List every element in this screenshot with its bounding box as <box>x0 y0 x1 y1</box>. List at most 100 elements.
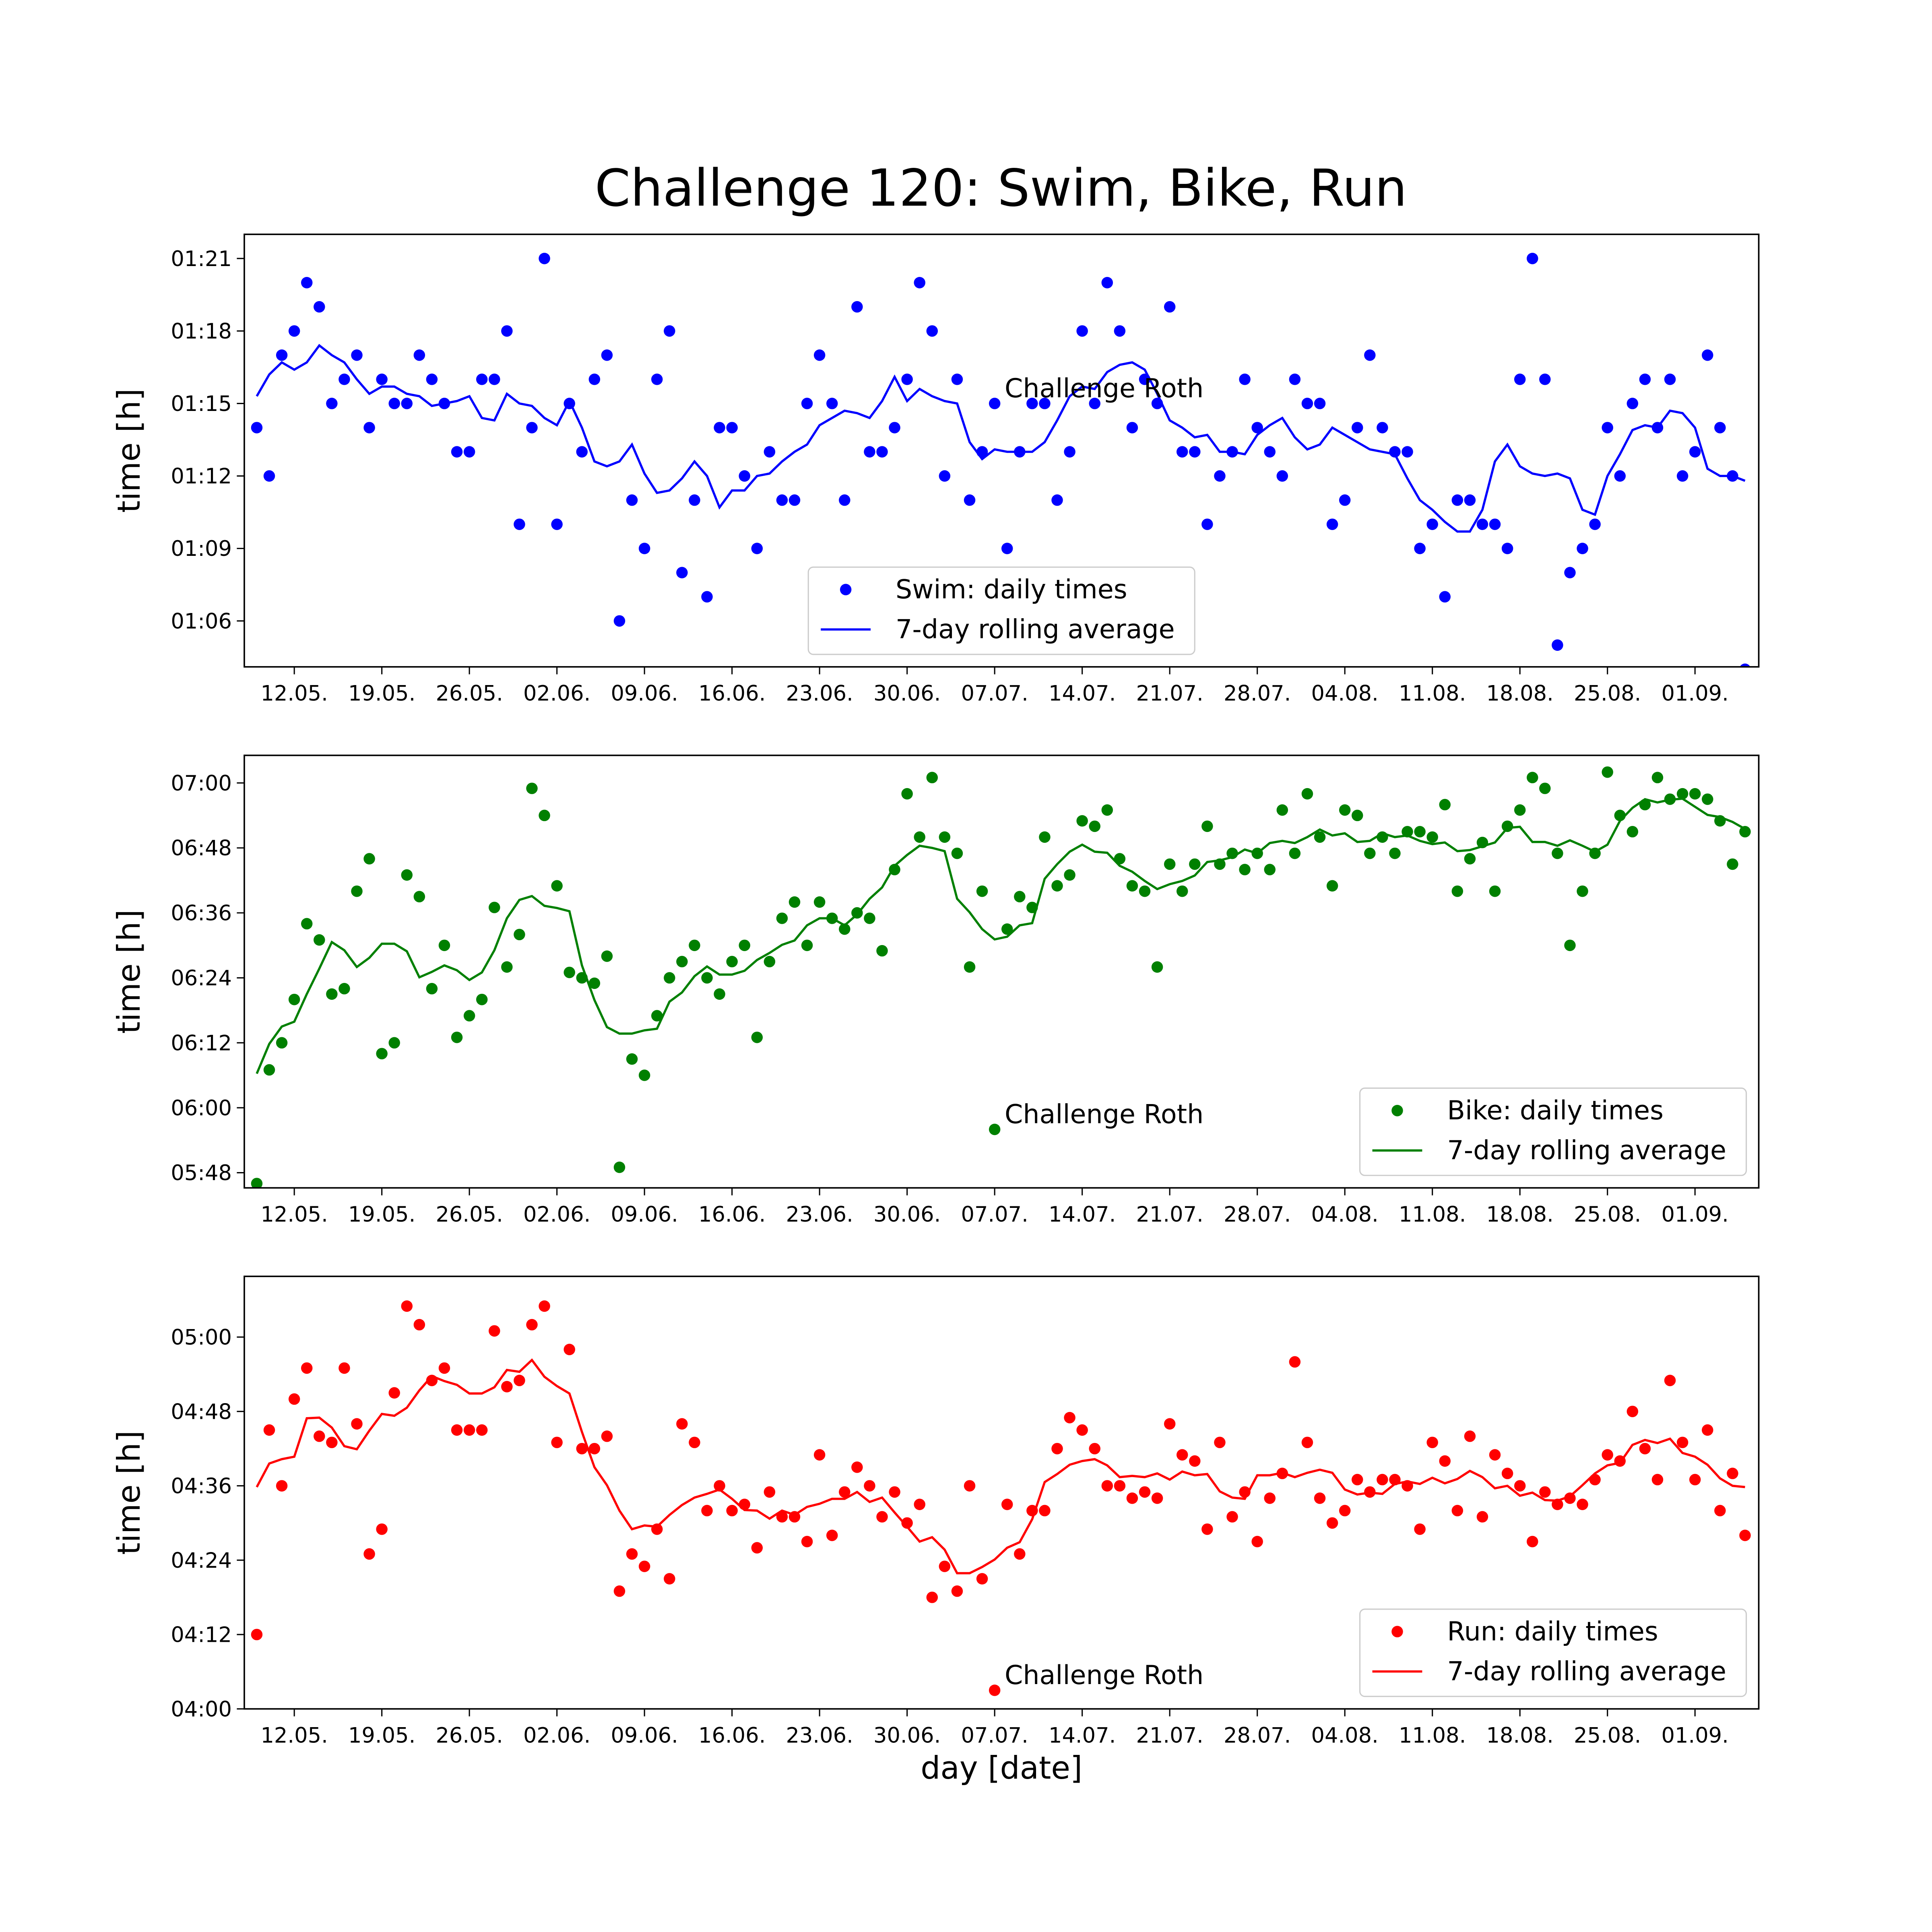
daily-point <box>413 1319 425 1331</box>
daily-point <box>676 1418 688 1430</box>
daily-point <box>826 398 838 409</box>
daily-point <box>401 1300 413 1312</box>
daily-point <box>451 1424 463 1436</box>
daily-point <box>401 398 413 409</box>
daily-point <box>1251 422 1263 433</box>
daily-point <box>1639 1443 1651 1455</box>
daily-point <box>901 1517 913 1529</box>
daily-point <box>463 446 475 458</box>
daily-point <box>1126 880 1138 892</box>
daily-point <box>1177 1449 1188 1461</box>
daily-point <box>1539 374 1551 385</box>
axes-frame <box>244 1276 1760 1710</box>
daily-point <box>864 1480 875 1492</box>
daily-point <box>489 374 500 385</box>
x-tick-label: 25.08. <box>1574 1723 1641 1748</box>
daily-point <box>1314 831 1326 843</box>
daily-point <box>851 1461 863 1473</box>
daily-point <box>901 788 913 800</box>
daily-point <box>1676 788 1688 800</box>
daily-point <box>1602 1449 1613 1461</box>
daily-point <box>1214 470 1226 482</box>
daily-point <box>1489 518 1501 530</box>
daily-point <box>1364 847 1376 859</box>
daily-point <box>314 934 325 946</box>
figure-title: Challenge 120: Swim, Bike, Run <box>595 158 1407 218</box>
daily-point <box>764 1486 776 1498</box>
daily-point <box>1451 1505 1463 1517</box>
daily-point <box>463 1010 475 1022</box>
daily-point <box>1727 1468 1738 1479</box>
rolling-average-line <box>256 1358 1745 1575</box>
plot-area <box>251 252 1750 667</box>
daily-point <box>1564 939 1576 951</box>
daily-point <box>1464 853 1476 865</box>
daily-point <box>1051 1443 1063 1455</box>
daily-point <box>751 543 763 554</box>
daily-point <box>526 782 538 794</box>
annotation: Challenge Roth <box>1005 1660 1203 1690</box>
daily-point <box>788 896 801 908</box>
y-tick-label: 07:00 <box>171 771 232 796</box>
x-tick-label: 23.06. <box>786 1723 853 1748</box>
daily-point <box>1439 1455 1451 1467</box>
x-tick-label: 30.06. <box>873 1723 941 1748</box>
y-tick-label: 04:36 <box>171 1474 232 1499</box>
daily-point <box>714 1480 725 1492</box>
daily-point <box>1451 494 1463 506</box>
daily-point <box>564 966 575 978</box>
daily-point <box>613 615 625 627</box>
daily-point <box>251 422 263 433</box>
daily-point <box>1539 1486 1551 1498</box>
daily-point <box>1101 1480 1113 1492</box>
x-tick-label: 01.09. <box>1662 681 1729 706</box>
legend-label: Run: daily times <box>1447 1616 1658 1647</box>
daily-point <box>626 494 638 506</box>
daily-point <box>1426 518 1438 530</box>
daily-point <box>1639 374 1651 385</box>
daily-point <box>1201 1523 1213 1535</box>
daily-point <box>788 494 801 506</box>
daily-point <box>1527 252 1538 264</box>
daily-point <box>1164 858 1176 870</box>
y-tick-label: 04:24 <box>171 1548 232 1573</box>
daily-point <box>1676 1437 1688 1448</box>
daily-point <box>388 1037 400 1049</box>
x-tick-label: 19.05. <box>348 1723 415 1748</box>
daily-point <box>1264 446 1276 458</box>
daily-point <box>726 422 738 433</box>
daily-point <box>438 939 450 951</box>
daily-point <box>501 961 513 973</box>
x-tick-label: 26.05. <box>436 1723 503 1748</box>
y-tick-label: 04:48 <box>171 1399 232 1424</box>
daily-point <box>1339 494 1351 506</box>
daily-point <box>1301 398 1313 409</box>
daily-point <box>951 847 963 859</box>
daily-point <box>1451 885 1463 897</box>
daily-point <box>1577 1499 1588 1510</box>
daily-point <box>1527 772 1538 784</box>
daily-point <box>701 972 713 984</box>
daily-point <box>1740 663 1750 667</box>
y-tick-label: 01:18 <box>171 319 232 344</box>
daily-point <box>1064 446 1075 458</box>
x-tick-label: 19.05. <box>348 1202 415 1227</box>
daily-point <box>1651 1474 1664 1486</box>
y-tick-label: 01:21 <box>171 247 232 271</box>
legend-box <box>1359 1608 1747 1697</box>
daily-point <box>613 1585 625 1597</box>
y-tick-label: 06:24 <box>171 966 232 991</box>
x-tick-label: 28.07. <box>1224 681 1291 706</box>
daily-point <box>551 1437 563 1448</box>
x-tick-label: 23.06. <box>786 1202 853 1227</box>
daily-point <box>251 1178 263 1188</box>
daily-point <box>889 1486 900 1498</box>
daily-point <box>739 1499 750 1510</box>
daily-point <box>839 1486 850 1498</box>
daily-point <box>1514 804 1526 816</box>
daily-point <box>1426 1437 1438 1448</box>
daily-point <box>1139 1486 1151 1498</box>
daily-point <box>551 880 563 892</box>
daily-point <box>1664 374 1676 385</box>
daily-point <box>526 1319 538 1331</box>
